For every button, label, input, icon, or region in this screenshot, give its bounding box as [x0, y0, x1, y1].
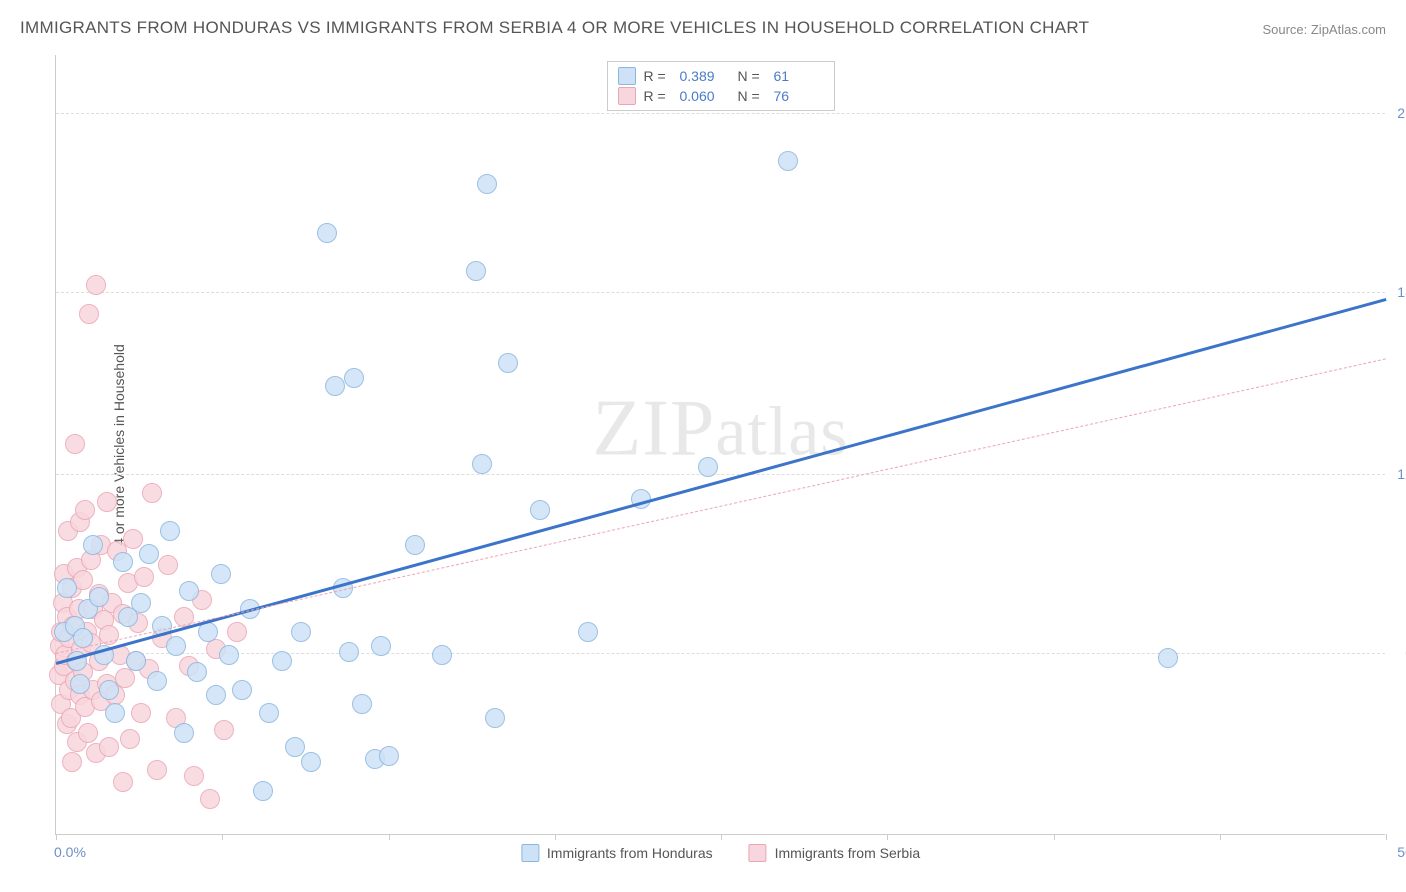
- x-tick: [887, 834, 888, 840]
- y-tick-label: 25.0%: [1397, 105, 1406, 121]
- stat-n-label: N =: [738, 88, 766, 104]
- trendlines: [56, 55, 1385, 834]
- stat-n-label: N =: [738, 68, 766, 84]
- legend-swatch: [618, 87, 636, 105]
- x-tick: [56, 834, 57, 840]
- legend-series-item: Immigrants from Serbia: [749, 844, 920, 862]
- x-tick: [1054, 834, 1055, 840]
- stat-n-value: 76: [774, 88, 824, 104]
- x-tick: [222, 834, 223, 840]
- legend-stat-row: R = 0.060 N = 76: [618, 86, 824, 106]
- x-axis-max-label: 50.0%: [1397, 844, 1406, 860]
- legend-series-item: Immigrants from Honduras: [521, 844, 713, 862]
- chart-plot-area: ZIPatlas 4 or more Vehicles in Household…: [55, 55, 1385, 835]
- trendline: [56, 358, 1386, 654]
- stat-r-value: 0.060: [680, 88, 730, 104]
- x-tick: [721, 834, 722, 840]
- x-axis-min-label: 0.0%: [54, 844, 86, 860]
- stat-r-value: 0.389: [680, 68, 730, 84]
- stat-n-value: 61: [774, 68, 824, 84]
- legend-series-label: Immigrants from Serbia: [775, 845, 920, 861]
- legend-series: Immigrants from Honduras Immigrants from …: [521, 844, 920, 862]
- legend-stats: R = 0.389 N = 61 R = 0.060 N = 76: [607, 61, 835, 111]
- x-tick: [555, 834, 556, 840]
- stat-r-label: R =: [644, 88, 672, 104]
- legend-swatch: [749, 844, 767, 862]
- y-tick-label: 12.5%: [1397, 466, 1406, 482]
- x-tick: [1386, 834, 1387, 840]
- source-attribution: Source: ZipAtlas.com: [1262, 22, 1386, 37]
- x-tick: [389, 834, 390, 840]
- chart-title: IMMIGRANTS FROM HONDURAS VS IMMIGRANTS F…: [20, 18, 1089, 38]
- legend-swatch: [618, 67, 636, 85]
- y-tick-label: 18.8%: [1397, 284, 1406, 300]
- legend-series-label: Immigrants from Honduras: [547, 845, 713, 861]
- legend-stat-row: R = 0.389 N = 61: [618, 66, 824, 86]
- x-tick: [1220, 834, 1221, 840]
- legend-swatch: [521, 844, 539, 862]
- stat-r-label: R =: [644, 68, 672, 84]
